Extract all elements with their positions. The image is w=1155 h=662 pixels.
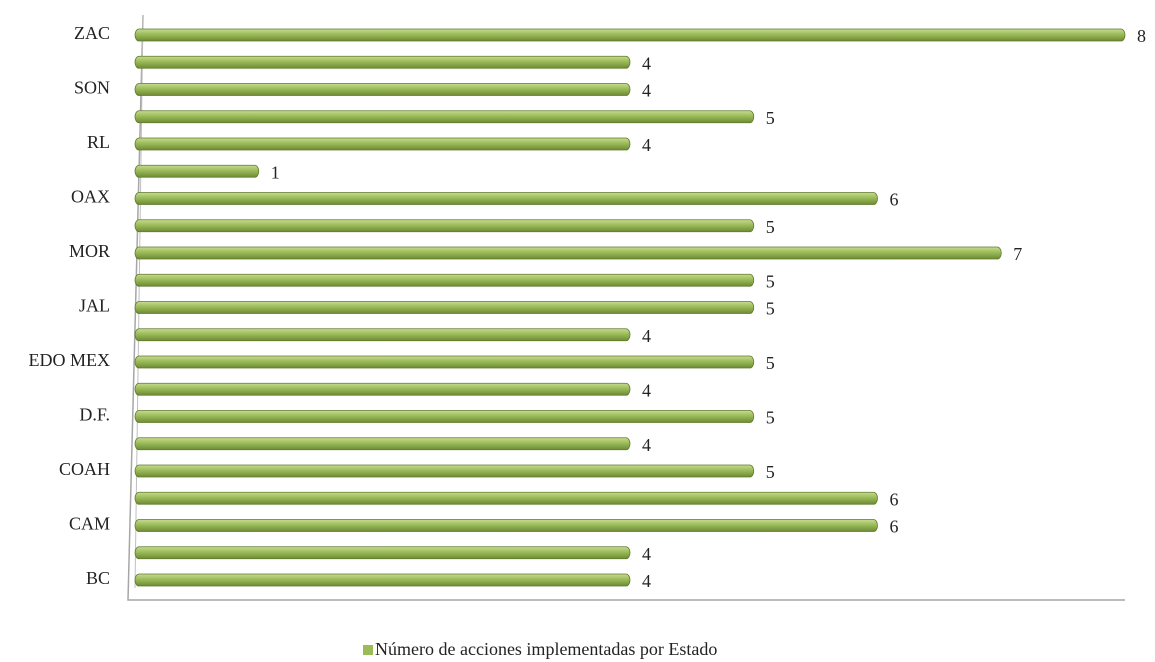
value-label: 6 bbox=[890, 517, 899, 537]
legend-swatch bbox=[363, 645, 373, 655]
bar bbox=[134, 410, 755, 423]
bar bbox=[134, 219, 755, 233]
value-label: 5 bbox=[766, 108, 775, 128]
bar bbox=[134, 55, 631, 69]
bar bbox=[134, 192, 878, 205]
bar bbox=[134, 464, 755, 478]
legend-label: Número de acciones implementadas por Est… bbox=[375, 639, 717, 659]
value-label: 4 bbox=[642, 81, 651, 101]
value-label: 5 bbox=[766, 299, 775, 319]
y-tick-label: EDO MEX bbox=[29, 350, 111, 370]
value-label: 4 bbox=[642, 435, 651, 455]
y-tick-label: OAX bbox=[71, 187, 110, 207]
bar bbox=[134, 110, 755, 124]
value-label: 4 bbox=[642, 571, 651, 591]
value-label: 1 bbox=[271, 162, 280, 182]
bar bbox=[134, 28, 1126, 42]
value-label: 8 bbox=[1137, 26, 1146, 46]
y-tick-label: RL bbox=[87, 132, 110, 152]
bar bbox=[134, 491, 878, 505]
y-tick-label: ZAC bbox=[74, 23, 110, 43]
bar bbox=[134, 573, 631, 587]
bar bbox=[134, 83, 631, 96]
value-label: 5 bbox=[766, 217, 775, 237]
bar bbox=[134, 546, 631, 560]
y-tick-label: CAM bbox=[69, 514, 110, 534]
y-tick-label: MOR bbox=[69, 241, 110, 261]
value-label: 4 bbox=[642, 53, 651, 73]
bar bbox=[134, 437, 631, 451]
bar bbox=[134, 164, 260, 178]
value-label: 6 bbox=[890, 190, 899, 210]
bar bbox=[134, 328, 631, 342]
y-tick-label: BC bbox=[86, 568, 110, 588]
bar bbox=[134, 382, 631, 396]
value-label: 7 bbox=[1013, 244, 1022, 264]
value-label: 5 bbox=[766, 271, 775, 291]
bar bbox=[134, 137, 631, 151]
value-label: 4 bbox=[642, 380, 651, 400]
value-label: 4 bbox=[642, 544, 651, 564]
value-label: 5 bbox=[766, 408, 775, 428]
y-tick-label: SON bbox=[74, 78, 110, 98]
value-label: 5 bbox=[766, 462, 775, 482]
y-tick-label: D.F. bbox=[79, 405, 110, 425]
bar bbox=[134, 519, 878, 532]
value-label: 5 bbox=[766, 353, 775, 373]
y-tick-label: JAL bbox=[79, 296, 110, 316]
value-label: 6 bbox=[890, 489, 899, 509]
bar bbox=[134, 246, 1002, 260]
value-label: 4 bbox=[642, 135, 651, 155]
bar bbox=[134, 355, 755, 369]
value-label: 4 bbox=[642, 326, 651, 346]
y-tick-label: COAH bbox=[59, 459, 110, 479]
bar bbox=[134, 273, 755, 287]
bar bbox=[134, 301, 755, 314]
